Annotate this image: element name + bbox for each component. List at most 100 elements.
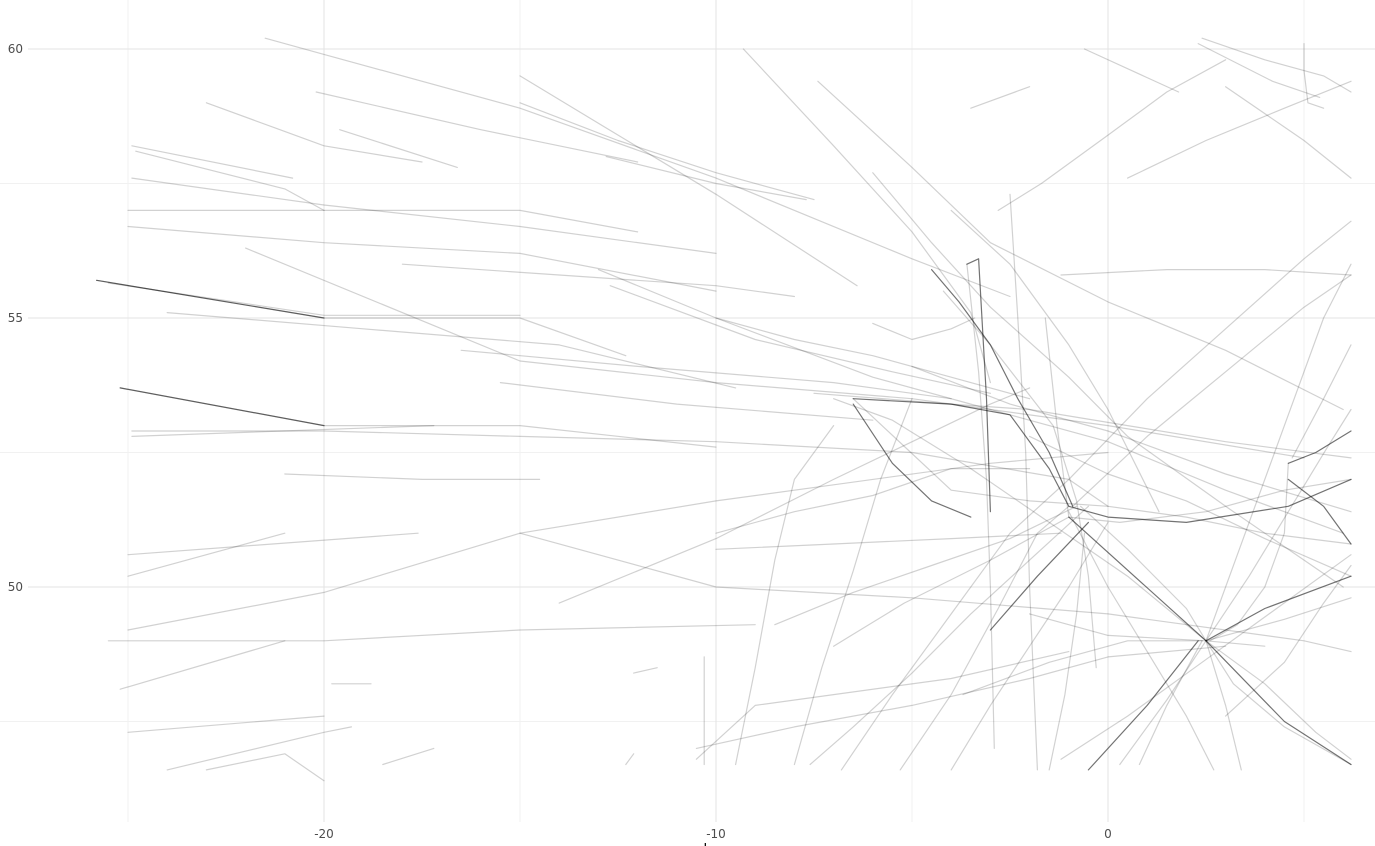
flight-track [315, 91, 639, 163]
flight-track [1138, 640, 1203, 766]
flight-track [715, 317, 1031, 400]
flight-track-dense [989, 521, 1089, 631]
flight-track [1201, 37, 1352, 93]
flight-track [970, 86, 1031, 109]
flight-track [131, 177, 717, 254]
flight-track-dense [1287, 478, 1352, 545]
flight-track [1303, 43, 1325, 109]
flight-track [813, 392, 1352, 459]
flight-track [872, 172, 1344, 588]
flight-track [899, 505, 1070, 771]
flight-track-dense [852, 398, 1352, 523]
flight-track [911, 365, 1352, 513]
flight-track [852, 398, 1352, 545]
flight-track [131, 425, 435, 437]
flight-track [1205, 263, 1352, 642]
flight-track [119, 387, 717, 448]
flight-track [519, 75, 858, 287]
flight-track [872, 317, 976, 341]
flight-track [107, 282, 521, 316]
flight-track [605, 156, 807, 201]
flight-track [817, 80, 1344, 411]
flight-track [127, 209, 639, 233]
flight-track [1119, 408, 1352, 766]
flight-track [597, 269, 1344, 534]
flight-track [1068, 511, 1215, 771]
dark-flight-tracks [96, 258, 1352, 771]
flight-track [460, 349, 952, 400]
flight-track [609, 285, 991, 394]
flight-track [695, 651, 1070, 760]
flight-tracks [96, 37, 1352, 782]
flight-track-dense [966, 258, 991, 513]
flight-track [950, 209, 1160, 513]
x-tick-label: -20 [314, 827, 334, 841]
flight-track [962, 640, 1203, 696]
flight-track [1044, 317, 1352, 523]
flight-track [715, 468, 1031, 534]
x-tick-label: -10 [706, 827, 726, 841]
flight-track [499, 382, 874, 421]
flight-track [166, 726, 352, 771]
flight-track-dense [96, 279, 325, 319]
flight-track [742, 48, 991, 384]
flight-track [519, 532, 1352, 653]
flight-track [625, 753, 635, 766]
flight-track [382, 747, 435, 766]
flight-track [519, 102, 815, 201]
flight-track [339, 129, 458, 168]
flight-track [833, 516, 1070, 647]
flight-track [127, 451, 1109, 631]
y-tick-label: 50 [8, 580, 23, 594]
flight-track [119, 624, 756, 690]
major-grid [28, 0, 1375, 822]
flight-track [131, 145, 294, 179]
flight-track [1127, 80, 1352, 179]
flight-track [1205, 640, 1242, 771]
flight-track [401, 263, 795, 298]
flight-track [840, 220, 1352, 771]
flight-track-dense [931, 269, 1074, 507]
flight-track [245, 247, 1305, 459]
flight-track [950, 521, 1109, 771]
flight-track [1205, 640, 1352, 760]
flight-track [1225, 564, 1352, 717]
flight-track [997, 59, 1227, 211]
y-tick-label: 60 [8, 42, 23, 56]
flight-track [833, 398, 1207, 642]
x-tick-label: 0 [1104, 827, 1112, 841]
flight-track [131, 430, 1109, 507]
flight-track [1029, 435, 1352, 577]
flight-track [735, 425, 835, 766]
flight-track [1197, 43, 1321, 98]
flight-track [695, 645, 1227, 749]
flight-track [205, 753, 325, 782]
y-axis-ticks: 50 55 60 [8, 42, 23, 594]
flight-track [1083, 48, 1180, 93]
flight-track [127, 715, 325, 733]
flight-track [264, 37, 1011, 298]
flight-track [1060, 269, 1352, 276]
flight-track [135, 150, 325, 211]
flight-track-dense [1068, 516, 1207, 642]
flight-track-dense [1087, 640, 1199, 771]
flight-track-dense [852, 403, 972, 518]
flight-track [127, 225, 717, 292]
flight-track [809, 505, 1089, 766]
y-tick-label: 55 [8, 311, 23, 325]
flight-track [1291, 344, 1352, 459]
flight-track [774, 505, 1078, 626]
flight-track [1225, 86, 1352, 179]
flight-track [127, 532, 286, 577]
flight-track [284, 473, 541, 480]
flight-track [715, 532, 1062, 550]
minor-grid [0, 0, 1375, 822]
flight-track [633, 667, 658, 674]
flight-track [1205, 597, 1352, 642]
y-axis-title: lat [0, 401, 2, 419]
flight-track [127, 532, 419, 556]
flight-track [1029, 613, 1266, 647]
flight-track [1048, 532, 1086, 771]
flight-track [1060, 554, 1352, 760]
